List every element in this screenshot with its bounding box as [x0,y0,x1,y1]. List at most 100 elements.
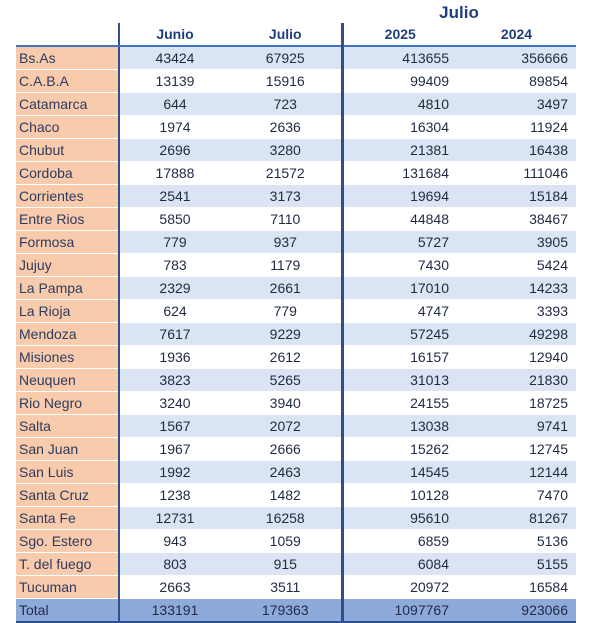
year-2024-cell: 5155 [457,552,576,576]
table-row: Jujuy 783 1179 7430 5424 [16,253,576,277]
junio-cell: 779 [118,230,230,254]
province-cell: San Luis [16,460,119,484]
junio-cell: 624 [118,299,230,323]
julio-cell: 15916 [230,69,342,93]
junio-cell: 2541 [118,184,230,208]
junio-cell: 1967 [118,437,230,461]
province-cell: Sgo. Estero [16,529,119,553]
year-2024-cell: 21830 [457,368,576,392]
julio-cell: 2666 [230,437,342,461]
header-row: Junio Julio 2025 2024 [16,23,576,47]
table-row: La Rioja 624 779 4747 3393 [16,299,576,323]
province-cell: Chubut [16,138,119,162]
year-2024-cell: 15184 [457,184,576,208]
year-2025-cell: 24155 [340,391,457,415]
junio-cell: 2663 [118,575,230,599]
junio-cell: 1974 [118,115,230,139]
year-2024-cell: 3905 [457,230,576,254]
year-2025-cell: 10128 [340,483,457,507]
year-2024-cell: 38467 [457,207,576,231]
julio-cell: 5265 [230,368,342,392]
province-cell: T. del fuego [16,552,119,576]
year-2025-cell: 413655 [340,46,457,70]
col-header-2025: 2025 [340,23,457,47]
junio-cell: 12731 [118,506,230,530]
total-2024-cell: 923066 [457,598,576,623]
year-2024-cell: 5424 [457,253,576,277]
junio-cell: 803 [118,552,230,576]
julio-cell: 1179 [230,253,342,277]
province-cell: Misiones [16,345,119,369]
junio-cell: 7617 [118,322,230,346]
year-2024-cell: 16438 [457,138,576,162]
table-row: Neuquen 3823 5265 31013 21830 [16,368,576,392]
year-2025-cell: 6084 [340,552,457,576]
table-row: Formosa 779 937 5727 3905 [16,230,576,254]
super-header-title: Julio [439,3,479,22]
year-2025-cell: 4810 [340,92,457,116]
julio-cell: 1482 [230,483,342,507]
julio-cell: 779 [230,299,342,323]
table-row: Rio Negro 3240 3940 24155 18725 [16,391,576,415]
table-row: Chubut 2696 3280 21381 16438 [16,138,576,162]
table-row: T. del fuego 803 915 6084 5155 [16,552,576,576]
julio-cell: 2463 [230,460,342,484]
year-2025-cell: 44848 [340,207,457,231]
table-row: Misiones 1936 2612 16157 12940 [16,345,576,369]
table-row: Catamarca 644 723 4810 3497 [16,92,576,116]
year-2024-cell: 18725 [457,391,576,415]
junio-cell: 1936 [118,345,230,369]
year-2025-cell: 7430 [340,253,457,277]
year-2024-cell: 11924 [457,115,576,139]
year-2025-cell: 15262 [340,437,457,461]
province-cell: Entre Rios [16,207,119,231]
year-2025-cell: 6859 [340,529,457,553]
year-2025-cell: 4747 [340,299,457,323]
year-2025-cell: 16304 [340,115,457,139]
julio-cell: 9229 [230,322,342,346]
table-row: Mendoza 7617 9229 57245 49298 [16,322,576,346]
table-row: Chaco 1974 2636 16304 11924 [16,115,576,139]
julio-cell: 1059 [230,529,342,553]
junio-cell: 17888 [118,161,230,185]
province-cell: San Juan [16,437,119,461]
year-2025-cell: 14545 [340,460,457,484]
julio-cell: 723 [230,92,342,116]
province-cell: Formosa [16,230,119,254]
year-2024-cell: 89854 [457,69,576,93]
province-cell: Santa Fe [16,506,119,530]
year-2024-cell: 12144 [457,460,576,484]
table-row: Sgo. Estero 943 1059 6859 5136 [16,529,576,553]
table-row: C.A.B.A 13139 15916 99409 89854 [16,69,576,93]
table-body: Bs.As 43424 67925 413655 356666 C.A.B.A 13139 1… [16,46,576,623]
julio-cell: 67925 [230,46,342,70]
year-2025-cell: 95610 [340,506,457,530]
julio-cell: 7110 [230,207,342,231]
year-2025-cell: 57245 [340,322,457,346]
table-row: La Pampa 2329 2661 17010 14233 [16,276,576,300]
year-2025-cell: 19694 [340,184,457,208]
year-2025-cell: 17010 [340,276,457,300]
province-cell: Neuquen [16,368,119,392]
year-2024-cell: 12940 [457,345,576,369]
province-cell: Catamarca [16,92,119,116]
header-corner [16,23,119,47]
table-row: San Luis 1992 2463 14545 12144 [16,460,576,484]
julio-cell: 3173 [230,184,342,208]
table-row: San Juan 1967 2666 15262 12745 [16,437,576,461]
julio-cell: 2072 [230,414,342,438]
year-2025-cell: 21381 [340,138,457,162]
province-cell: Jujuy [16,253,119,277]
province-cell: Salta [16,414,119,438]
year-2025-cell: 16157 [340,345,457,369]
table-row: Cordoba 17888 21572 131684 111046 [16,161,576,185]
junio-cell: 943 [118,529,230,553]
table-row: Salta 1567 2072 13038 9741 [16,414,576,438]
year-2024-cell: 49298 [457,322,576,346]
year-2024-cell: 3393 [457,299,576,323]
province-cell: Santa Cruz [16,483,119,507]
total-junio-cell: 133191 [118,598,230,623]
table-row: Bs.As 43424 67925 413655 356666 [16,46,576,70]
total-row: Total 133191 179363 1097767 923066 [16,598,576,623]
julio-cell: 16258 [230,506,342,530]
